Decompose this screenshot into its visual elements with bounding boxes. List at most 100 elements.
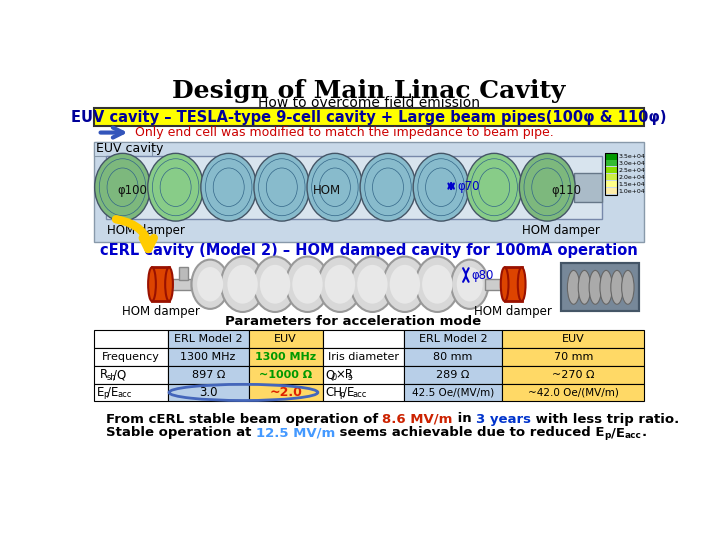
Ellipse shape: [286, 256, 329, 312]
Text: 3.5e+04: 3.5e+04: [618, 154, 645, 159]
Text: ~270 Ω: ~270 Ω: [552, 370, 595, 380]
Ellipse shape: [518, 267, 526, 301]
Bar: [503, 330, 644, 348]
Bar: [503, 366, 644, 383]
Text: 2.0e+04: 2.0e+04: [618, 175, 645, 180]
Text: HOM damper: HOM damper: [107, 224, 185, 237]
Bar: [94, 108, 644, 126]
Text: 3 years: 3 years: [476, 413, 531, 426]
Ellipse shape: [357, 265, 387, 303]
Text: /E: /E: [107, 386, 118, 399]
Text: in: in: [453, 413, 476, 426]
Text: with less trip ratio.: with less trip ratio.: [531, 413, 679, 426]
Ellipse shape: [519, 153, 575, 221]
Bar: [179, 267, 189, 280]
Text: From cERL stable beam operation of: From cERL stable beam operation of: [106, 413, 382, 426]
Bar: [323, 330, 404, 348]
Ellipse shape: [260, 265, 290, 303]
Text: E: E: [97, 386, 104, 399]
Bar: [94, 366, 168, 383]
Text: EUV: EUV: [274, 334, 297, 345]
Bar: [606, 160, 617, 166]
Ellipse shape: [413, 153, 469, 221]
Text: .: .: [642, 427, 647, 440]
Bar: [404, 348, 503, 366]
Text: R: R: [100, 368, 108, 381]
Text: Frequency: Frequency: [102, 352, 160, 362]
Text: EUV: EUV: [562, 334, 585, 345]
Bar: [505, 267, 522, 301]
Bar: [94, 142, 644, 242]
Text: /Q: /Q: [113, 368, 127, 381]
Text: ERL Model 2: ERL Model 2: [419, 334, 487, 345]
Bar: [249, 330, 323, 348]
Text: ~42.0 Oe/(MV/m): ~42.0 Oe/(MV/m): [528, 387, 618, 397]
Ellipse shape: [325, 265, 355, 303]
Text: φ70: φ70: [457, 180, 480, 193]
Bar: [404, 366, 503, 383]
Ellipse shape: [165, 267, 173, 301]
Bar: [606, 153, 617, 195]
Ellipse shape: [254, 153, 310, 221]
Bar: [606, 153, 617, 159]
Text: 0: 0: [332, 373, 337, 382]
Bar: [94, 383, 168, 401]
Ellipse shape: [456, 267, 483, 301]
Text: p: p: [339, 390, 344, 399]
Text: Q: Q: [325, 368, 335, 381]
Ellipse shape: [390, 265, 420, 303]
Text: HOM damper: HOM damper: [522, 224, 600, 237]
Ellipse shape: [500, 267, 508, 301]
Text: How to overcome field emission: How to overcome field emission: [258, 96, 480, 110]
Text: 70 mm: 70 mm: [554, 352, 593, 362]
Text: EUV cavity: EUV cavity: [96, 142, 163, 155]
Text: 1.0e+04: 1.0e+04: [618, 188, 645, 193]
Text: 1.5e+04: 1.5e+04: [618, 181, 645, 187]
Bar: [249, 366, 323, 383]
Text: ×R: ×R: [336, 368, 354, 381]
Text: Iris diameter: Iris diameter: [328, 352, 399, 362]
Text: ~2.0: ~2.0: [269, 386, 302, 399]
Text: φ80: φ80: [472, 268, 494, 281]
Ellipse shape: [351, 256, 394, 312]
Ellipse shape: [148, 267, 156, 301]
Text: φ100: φ100: [117, 184, 148, 197]
Text: Only end cell was modified to match the impedance to beam pipe.: Only end cell was modified to match the …: [135, 126, 554, 139]
Bar: [191, 279, 485, 289]
Bar: [606, 181, 617, 187]
Ellipse shape: [567, 271, 580, 304]
Text: 2.5e+04: 2.5e+04: [618, 168, 645, 173]
Bar: [94, 348, 168, 366]
Text: 1300 MHz: 1300 MHz: [255, 352, 316, 362]
Ellipse shape: [201, 153, 256, 221]
Ellipse shape: [94, 153, 150, 221]
Ellipse shape: [451, 260, 488, 309]
Text: seems achievable due to reduced E: seems achievable due to reduced E: [335, 427, 604, 440]
FancyArrowPatch shape: [116, 219, 154, 249]
Bar: [485, 279, 505, 289]
Ellipse shape: [360, 153, 416, 221]
Ellipse shape: [383, 256, 426, 312]
Bar: [323, 366, 404, 383]
Text: cERL cavity (Model 2) – HOM damped cavity for 100mA operation: cERL cavity (Model 2) – HOM damped cavit…: [100, 244, 638, 259]
FancyArrowPatch shape: [101, 127, 123, 138]
Text: 80 mm: 80 mm: [433, 352, 473, 362]
Ellipse shape: [415, 256, 459, 312]
Ellipse shape: [600, 271, 612, 304]
Text: EUV cavity – TESLA-type 9-cell cavity + Large beam pipes(100φ & 110φ): EUV cavity – TESLA-type 9-cell cavity + …: [71, 110, 667, 125]
Text: acc: acc: [118, 390, 132, 399]
Text: p: p: [604, 431, 611, 440]
Text: /E: /E: [611, 427, 625, 440]
Bar: [575, 173, 601, 202]
Text: 8.6 MV/m: 8.6 MV/m: [382, 413, 453, 426]
Ellipse shape: [292, 265, 323, 303]
Text: ERL Model 2: ERL Model 2: [174, 334, 243, 345]
Bar: [606, 174, 617, 180]
Bar: [323, 383, 404, 401]
Text: 289 Ω: 289 Ω: [436, 370, 469, 380]
Text: /E: /E: [343, 386, 354, 399]
Bar: [323, 348, 404, 366]
Bar: [168, 383, 249, 401]
Ellipse shape: [192, 260, 229, 309]
Bar: [249, 348, 323, 366]
